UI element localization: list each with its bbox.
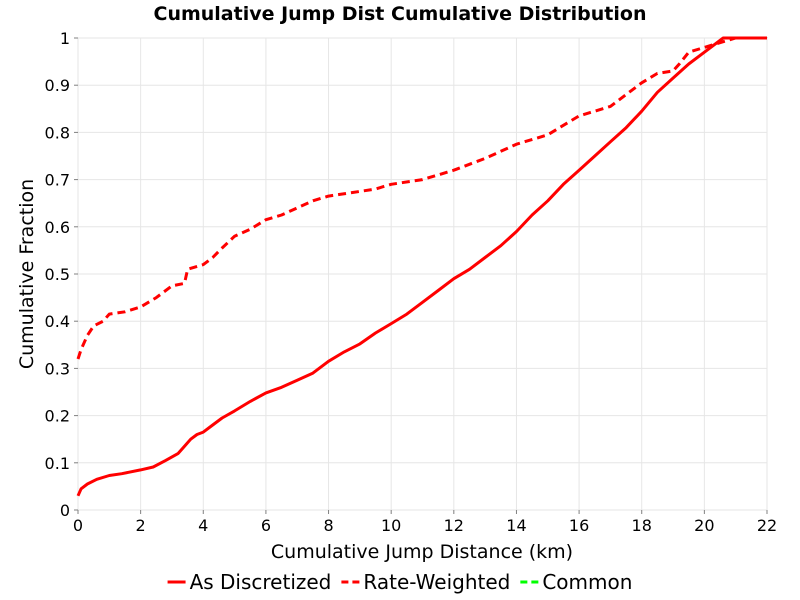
legend-label: As Discretized bbox=[190, 570, 332, 594]
y-tick-label: 0.4 bbox=[45, 312, 70, 331]
y-tick-label: 0.3 bbox=[45, 359, 70, 378]
x-tick-label: 14 bbox=[506, 516, 526, 535]
x-tick-label: 12 bbox=[444, 516, 464, 535]
series-layer bbox=[76, 36, 767, 497]
legend-label: Rate-Weighted bbox=[363, 570, 510, 594]
grid-lines bbox=[77, 37, 768, 511]
legend: As Discretized Rate-Weighted Common bbox=[167, 570, 632, 594]
y-tick-label: 0.9 bbox=[45, 76, 70, 95]
legend-label: Common bbox=[542, 570, 632, 594]
y-tick-label: 0.7 bbox=[45, 171, 70, 190]
y-tick-label: 0.5 bbox=[45, 265, 70, 284]
x-tick-label: 10 bbox=[381, 516, 401, 535]
y-axis-label: Cumulative Fraction bbox=[16, 179, 38, 369]
y-tick-label: 1 bbox=[60, 29, 70, 48]
x-tick-label: 16 bbox=[569, 516, 589, 535]
axis-ticks: 0 2 4 6 8 10 12 14 16 18 20 22 0 0.1 0.2 0.3 0.4 0.5 0.6 0.… bbox=[45, 29, 778, 535]
x-tick-label: 8 bbox=[323, 516, 333, 535]
series-line-as-discretized bbox=[76, 36, 767, 497]
y-tick-label: 0.1 bbox=[45, 454, 70, 473]
x-tick-label: 6 bbox=[261, 516, 271, 535]
x-axis-label: Cumulative Jump Distance (km) bbox=[271, 541, 573, 563]
y-tick-label: 0.6 bbox=[45, 218, 70, 237]
chart-title: Cumulative Jump Dist Cumulative Distribu… bbox=[154, 3, 647, 25]
x-tick-label: 22 bbox=[757, 516, 777, 535]
y-tick-label: 0.2 bbox=[45, 407, 70, 426]
series-line-rate-weighted bbox=[76, 36, 767, 360]
x-tick-label: 20 bbox=[694, 516, 714, 535]
x-tick-label: 0 bbox=[73, 516, 83, 535]
x-tick-label: 2 bbox=[136, 516, 146, 535]
x-tick-label: 18 bbox=[632, 516, 652, 535]
y-tick-label: 0 bbox=[60, 501, 70, 520]
y-tick-label: 0.8 bbox=[45, 123, 70, 142]
x-tick-label: 4 bbox=[198, 516, 208, 535]
